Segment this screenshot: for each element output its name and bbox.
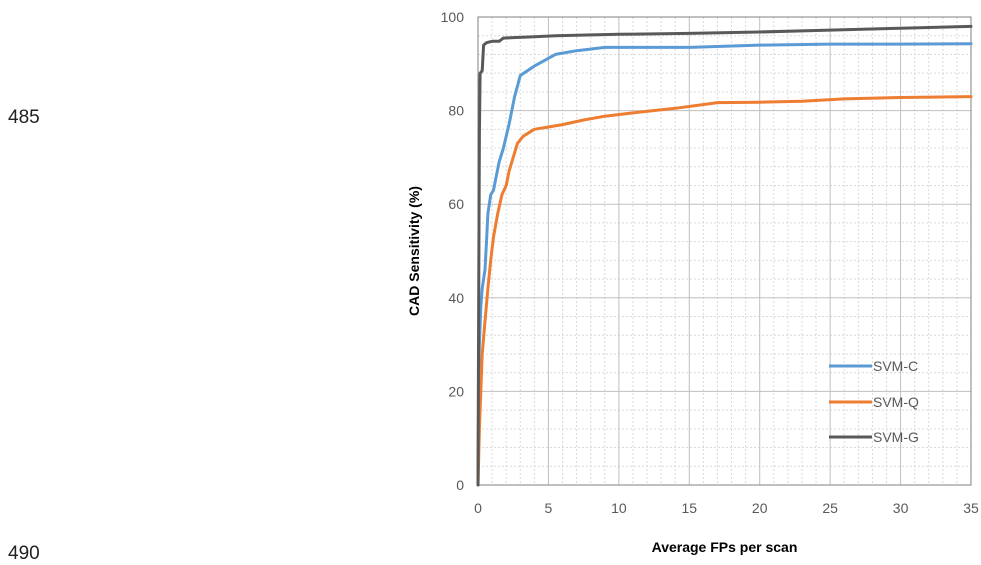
legend-label-svm-q: SVM-Q — [873, 394, 919, 410]
x-tick-label: 35 — [963, 500, 979, 516]
series-line-svm-c — [476, 42, 973, 487]
major-grid — [477, 16, 972, 486]
series-lines — [476, 24, 973, 487]
line-number-490: 490 — [8, 543, 40, 564]
y-tick-labels: 0 20 40 60 80 100 — [441, 9, 465, 493]
x-tick-label: 15 — [681, 500, 697, 516]
x-tick-label: 0 — [474, 500, 482, 516]
plot-area-frame — [477, 16, 972, 486]
legend-label-svm-g: SVM-G — [873, 429, 919, 445]
series-line-svm-q — [476, 95, 973, 487]
y-tick-label: 100 — [441, 9, 465, 25]
line-number-485: 485 — [8, 107, 40, 128]
x-tick-label: 30 — [893, 500, 909, 516]
legend: SVM-C SVM-Q SVM-G — [829, 358, 919, 445]
y-tick-label: 80 — [448, 103, 464, 119]
y-tick-label: 60 — [448, 196, 464, 212]
legend-label-svm-c: SVM-C — [873, 358, 918, 374]
x-tick-label: 10 — [611, 500, 627, 516]
series-line-svm-g — [476, 24, 973, 487]
y-tick-label: 20 — [448, 383, 464, 399]
x-tick-label: 20 — [752, 500, 768, 516]
x-tick-label: 5 — [545, 500, 553, 516]
y-tick-label: 0 — [456, 477, 464, 493]
x-axis-title: Average FPs per scan — [652, 539, 798, 555]
x-tick-labels: 0 5 10 15 20 25 30 35 — [474, 500, 979, 516]
y-axis-title: CAD Sensitivity (%) — [406, 186, 422, 316]
y-tick-label: 40 — [448, 290, 464, 306]
minor-grid — [478, 17, 971, 485]
x-tick-label: 25 — [822, 500, 838, 516]
